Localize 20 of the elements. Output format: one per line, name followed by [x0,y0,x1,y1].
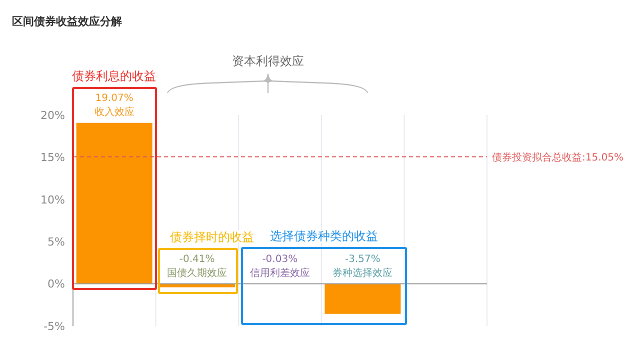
data-label: -0.41% [179,254,215,265]
annotation: 选择债券种类的收益 [270,229,378,243]
x-tick-label: 收入效应 [94,106,134,118]
y-tick-label: 0% [48,278,65,291]
text: 债券利息的收益 [72,69,156,83]
annotation: 债券择时的收益 [170,230,254,244]
y-tick-label: -5% [44,320,65,333]
y-tick-label: 20% [40,108,65,122]
data-label: -3.57% [345,254,380,265]
x-tick-label: 券种选择效应 [332,266,393,279]
data-label: 19.07% [95,92,134,104]
data-label: -0.03% [262,254,298,265]
y-tick-label: 10% [40,193,65,206]
y-tick-label: 15% [40,151,65,164]
y-tick-label: 5% [48,236,65,249]
ref-line-label: 债券投资拟合总收益:15.05% [492,151,624,164]
text: 资本利得效应 [232,54,304,68]
x-tick-label: 国债久期效应 [167,266,228,279]
chart-title: 区间债券收益效应分解 [12,14,122,29]
x-tick-label: 信用利差效应 [250,266,310,279]
